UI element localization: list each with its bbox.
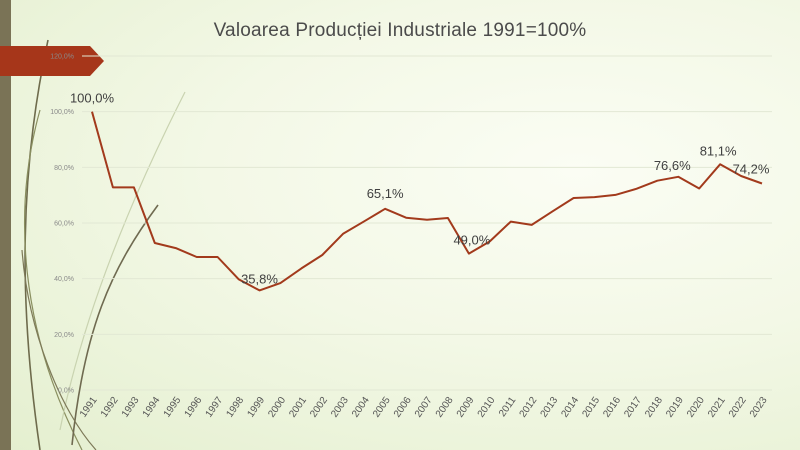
data-label-1999: 35,8% [241, 271, 278, 286]
x-tick-label: 2003 [329, 395, 351, 420]
y-tick-label: 100,0% [50, 109, 74, 116]
y-tick-label: 20,0% [54, 332, 74, 339]
x-tick-label: 2015 [580, 395, 602, 420]
x-tick-label: 1997 [204, 395, 226, 420]
x-tick-label: 2001 [287, 395, 309, 420]
x-axis: 1991 1992 1993 1994 1995 1996 1997 1998 1999 2000… [78, 395, 770, 420]
y-tick-label: 80,0% [54, 165, 74, 172]
x-tick-label: 2017 [622, 395, 644, 420]
x-tick-label: 1996 [183, 395, 205, 420]
data-label-2023: 74,2% [733, 161, 770, 176]
x-tick-label: 1993 [120, 395, 142, 420]
data-label-2021: 81,1% [700, 143, 737, 158]
data-label-2005: 65,1% [367, 186, 404, 201]
data-labels: 100,0% 35,8% 65,1% 49,0% 76,6% 81,1% 74,2% [70, 91, 770, 287]
title-arrow-shape [0, 46, 104, 76]
x-tick-label: 2010 [476, 395, 498, 420]
x-tick-label: 2000 [266, 395, 288, 420]
y-tick-label: 120,0% [50, 54, 74, 61]
x-tick-label: 2023 [748, 395, 770, 420]
x-tick-label: 2008 [434, 395, 456, 420]
x-tick-label: 2021 [706, 395, 728, 420]
x-tick-label: 2006 [392, 395, 414, 420]
x-tick-label: 1995 [162, 395, 184, 420]
x-tick-label: 2019 [664, 395, 686, 420]
y-tick-label: 0,0% [58, 388, 74, 395]
x-tick-label: 2022 [727, 395, 749, 420]
y-axis: 0,0% 20,0% 40,0% 60,0% 80,0% 100,0% 120,0% [50, 54, 74, 395]
x-tick-label: 2004 [350, 395, 372, 420]
y-tick-label: 40,0% [54, 276, 74, 283]
series-line [91, 111, 763, 292]
y-tick-label: 60,0% [54, 221, 74, 228]
x-tick-label: 2013 [539, 395, 561, 420]
x-tick-label: 2002 [308, 395, 330, 420]
data-label-2019: 76,6% [654, 158, 691, 173]
left-accent-bar [0, 0, 11, 450]
x-tick-label: 2018 [643, 395, 665, 420]
x-tick-label: 1994 [141, 395, 163, 420]
x-tick-label: 2007 [413, 395, 435, 420]
x-tick-label: 2020 [685, 395, 707, 420]
chart-title: Valoarea Producției Industriale 1991=100… [213, 20, 587, 41]
x-tick-label: 2009 [455, 395, 477, 420]
data-label-1991: 100,0% [70, 91, 115, 106]
data-label-2009: 49,0% [453, 233, 490, 248]
x-tick-label: 2016 [601, 395, 623, 420]
x-tick-label: 2012 [518, 395, 540, 420]
x-tick-label: 2011 [497, 395, 519, 419]
x-tick-label: 2005 [371, 395, 393, 420]
x-tick-label: 1999 [245, 395, 267, 420]
x-tick-label: 2014 [559, 395, 581, 420]
x-tick-label: 1991 [78, 395, 100, 420]
series-layer [91, 111, 763, 292]
x-tick-label: 1992 [99, 395, 121, 420]
x-tick-label: 1998 [224, 395, 246, 420]
gridlines [82, 55, 772, 391]
